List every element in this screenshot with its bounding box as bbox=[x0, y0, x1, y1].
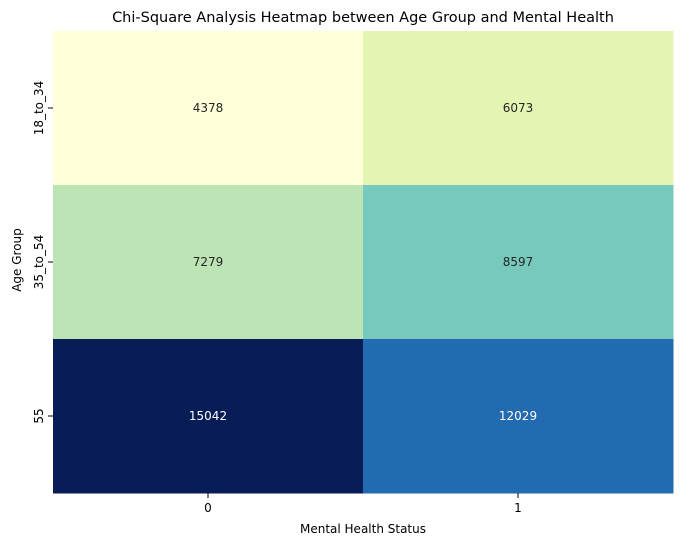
y-tick-label: 18_to_34 bbox=[32, 81, 46, 136]
heatmap-cell bbox=[363, 31, 674, 186]
heatmap-cell bbox=[53, 185, 364, 340]
cell-value-label: 12029 bbox=[499, 409, 537, 423]
y-axis-ticks: 18_to_34 35_to_54 55 bbox=[32, 81, 53, 424]
heatmap-cell bbox=[53, 31, 364, 186]
x-axis-label: Mental Health Status bbox=[300, 522, 426, 536]
cell-value-label: 15042 bbox=[189, 409, 227, 423]
y-tick-label: 35_to_54 bbox=[32, 235, 46, 290]
heatmap-cells: 4378 6073 7279 8597 15042 12029 bbox=[53, 31, 674, 494]
y-tick-label: 55 bbox=[32, 408, 46, 423]
cell-value-label: 7279 bbox=[193, 255, 224, 269]
cell-value-label: 8597 bbox=[503, 255, 534, 269]
heatmap-cell bbox=[363, 339, 674, 494]
cell-value-label: 4378 bbox=[193, 101, 224, 115]
y-axis-label: Age Group bbox=[10, 228, 24, 292]
x-tick-label: 0 bbox=[204, 501, 212, 515]
heatmap-cell bbox=[53, 339, 364, 494]
x-tick-label: 1 bbox=[514, 501, 522, 515]
cell-value-label: 6073 bbox=[503, 101, 534, 115]
chart-title: Chi-Square Analysis Heatmap between Age … bbox=[112, 10, 614, 26]
heatmap-cell bbox=[363, 185, 674, 340]
